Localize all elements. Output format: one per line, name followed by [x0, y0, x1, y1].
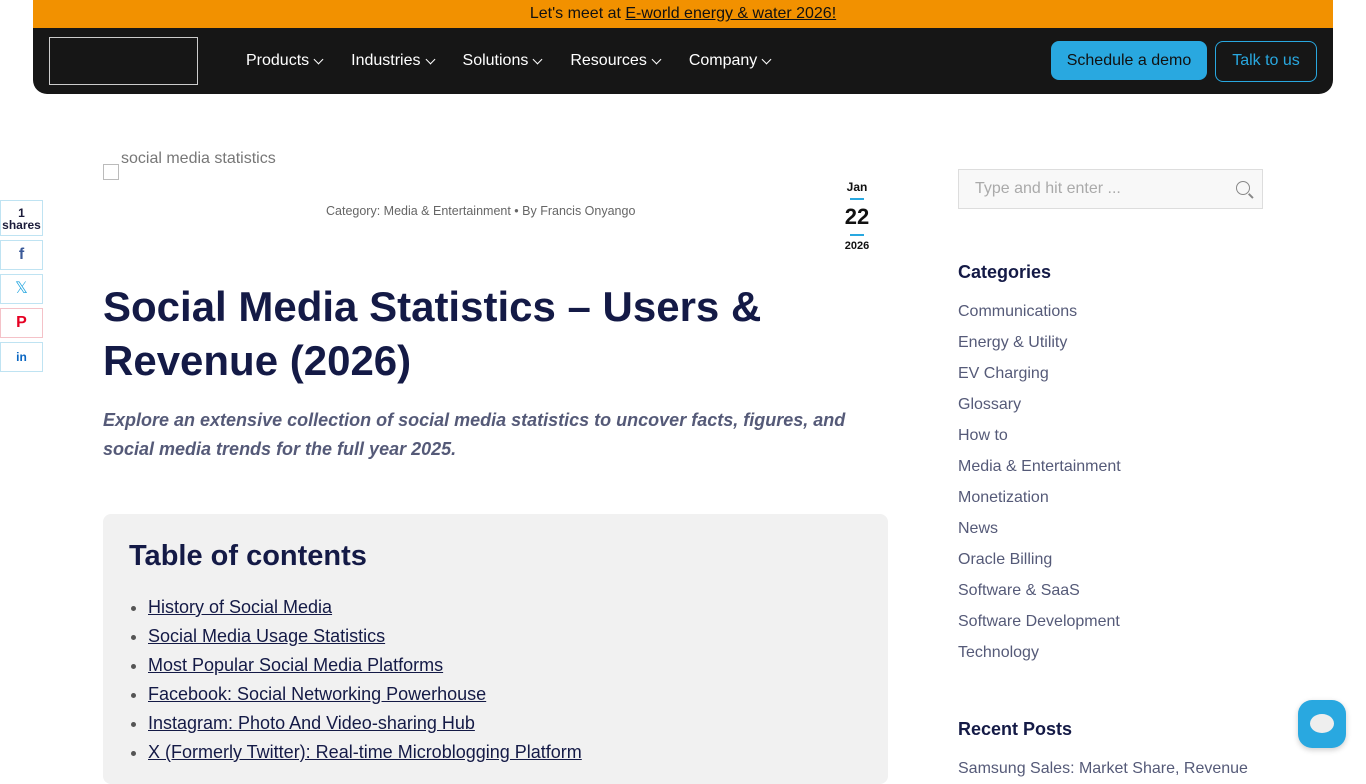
toc-link[interactable]: X (Formerly Twitter): Real-time Microblo… [148, 742, 582, 762]
nav-label: Resources [570, 52, 647, 69]
nav-label: Industries [351, 52, 421, 69]
category-link[interactable]: Communications [958, 303, 1078, 320]
x-icon: 𝕏 [15, 280, 28, 297]
date-month: Jan [846, 180, 868, 194]
nav-label: Solutions [462, 52, 529, 69]
recent-posts-title: Recent Posts [958, 719, 1073, 739]
category-link[interactable]: Monetization [958, 489, 1049, 506]
x-share-button[interactable]: 𝕏 [0, 274, 43, 304]
chevron-down-icon [532, 54, 543, 64]
toc-item: Most Popular Social Media Platforms [148, 651, 862, 680]
toc-title: Table of contents [129, 540, 367, 572]
schedule-demo-button[interactable]: Schedule a demo [1051, 41, 1207, 80]
featured-image: social media statistics [103, 150, 276, 180]
category-link[interactable]: Media & Entertainment [958, 458, 1121, 475]
nav-solutions[interactable]: Solutions [462, 52, 543, 70]
date-year: 2026 [844, 240, 870, 252]
pinterest-icon: P [16, 314, 27, 331]
banner-text: Let's meet at [529, 5, 626, 22]
search-input[interactable]: Type and hit enter ... [958, 169, 1263, 209]
linkedin-icon: in [16, 350, 27, 364]
category-link[interactable]: EV Charging [958, 365, 1049, 382]
toc-item: Facebook: Social Networking Powerhouse [148, 680, 862, 709]
search-icon[interactable] [1236, 181, 1250, 195]
chevron-down-icon [313, 54, 324, 64]
category-link[interactable]: Software Development [958, 613, 1120, 630]
linkedin-share-button[interactable]: in [0, 342, 43, 372]
banner-link[interactable]: E-world energy & water 2026! [625, 5, 837, 22]
main-nav: Products Industries Solutions Resources … [33, 28, 1333, 94]
post-lead: Explore an extensive collection of socia… [103, 410, 846, 459]
nav-resources[interactable]: Resources [570, 52, 662, 70]
pinterest-share-button[interactable]: P [0, 308, 43, 338]
share-count: 1 shares [0, 200, 43, 236]
category-link[interactable]: News [958, 520, 999, 537]
post-meta: Category: Media & Entertainment • By Fra… [326, 204, 636, 218]
nav-label: Company [688, 52, 758, 69]
nav-industries[interactable]: Industries [351, 52, 435, 70]
recent-post-link[interactable]: Samsung Sales: Market Share, Revenue [958, 760, 1248, 777]
category-link[interactable]: Software & SaaS [958, 582, 1080, 599]
toc-item: History of Social Media [148, 593, 862, 622]
image-alt-text: social media statistics [121, 150, 276, 167]
facebook-share-button[interactable]: f [0, 240, 43, 270]
nav-products[interactable]: Products [246, 52, 324, 70]
category-link[interactable]: Oracle Billing [958, 551, 1053, 568]
talk-to-us-button[interactable]: Talk to us [1215, 41, 1317, 82]
category-link[interactable]: Energy & Utility [958, 334, 1068, 351]
post-author[interactable]: By Francis Onyango [522, 204, 636, 218]
toc-link[interactable]: History of Social Media [148, 597, 333, 617]
chevron-down-icon [761, 54, 772, 64]
toc-link[interactable]: Instagram: Photo And Video-sharing Hub [148, 713, 475, 733]
toc-link[interactable]: Social Media Usage Statistics [148, 626, 386, 646]
facebook-icon: f [18, 246, 25, 263]
categories-list: Communications Energy & Utility EV Charg… [958, 302, 1121, 674]
toc-item: X (Formerly Twitter): Real-time Microblo… [148, 738, 862, 767]
share-count-value: 1 [18, 206, 25, 220]
page-title: Social Media Statistics – Users & Revenu… [103, 283, 762, 384]
share-count-label: shares [2, 218, 41, 232]
toc-item: Instagram: Photo And Video-sharing Hub [148, 709, 862, 738]
chat-button[interactable] [1298, 700, 1346, 748]
post-category[interactable]: Category: Media & Entertainment [326, 204, 511, 218]
table-of-contents: Table of contents History of Social Medi… [103, 514, 888, 784]
search-placeholder: Type and hit enter ... [975, 180, 1121, 197]
date-day: 22 [844, 204, 870, 229]
announcement-banner: Let's meet at E-world energy & water 202… [33, 0, 1333, 28]
toc-item: Social Media Usage Statistics [148, 622, 862, 651]
categories-title: Categories [958, 262, 1052, 282]
post-date: Jan 22 2026 [838, 180, 876, 252]
chevron-down-icon [651, 54, 662, 64]
category-link[interactable]: Glossary [958, 396, 1022, 413]
chevron-down-icon [425, 54, 435, 64]
toc-link[interactable]: Facebook: Social Networking Powerhouse [148, 684, 487, 704]
toc-link[interactable]: Most Popular Social Media Platforms [148, 655, 444, 675]
category-link[interactable]: How to [958, 427, 1008, 444]
logo[interactable] [49, 37, 198, 85]
nav-company[interactable]: Company [688, 52, 772, 70]
category-link[interactable]: Technology [958, 644, 1039, 661]
broken-image-icon [103, 164, 119, 180]
nav-label: Products [246, 52, 310, 69]
